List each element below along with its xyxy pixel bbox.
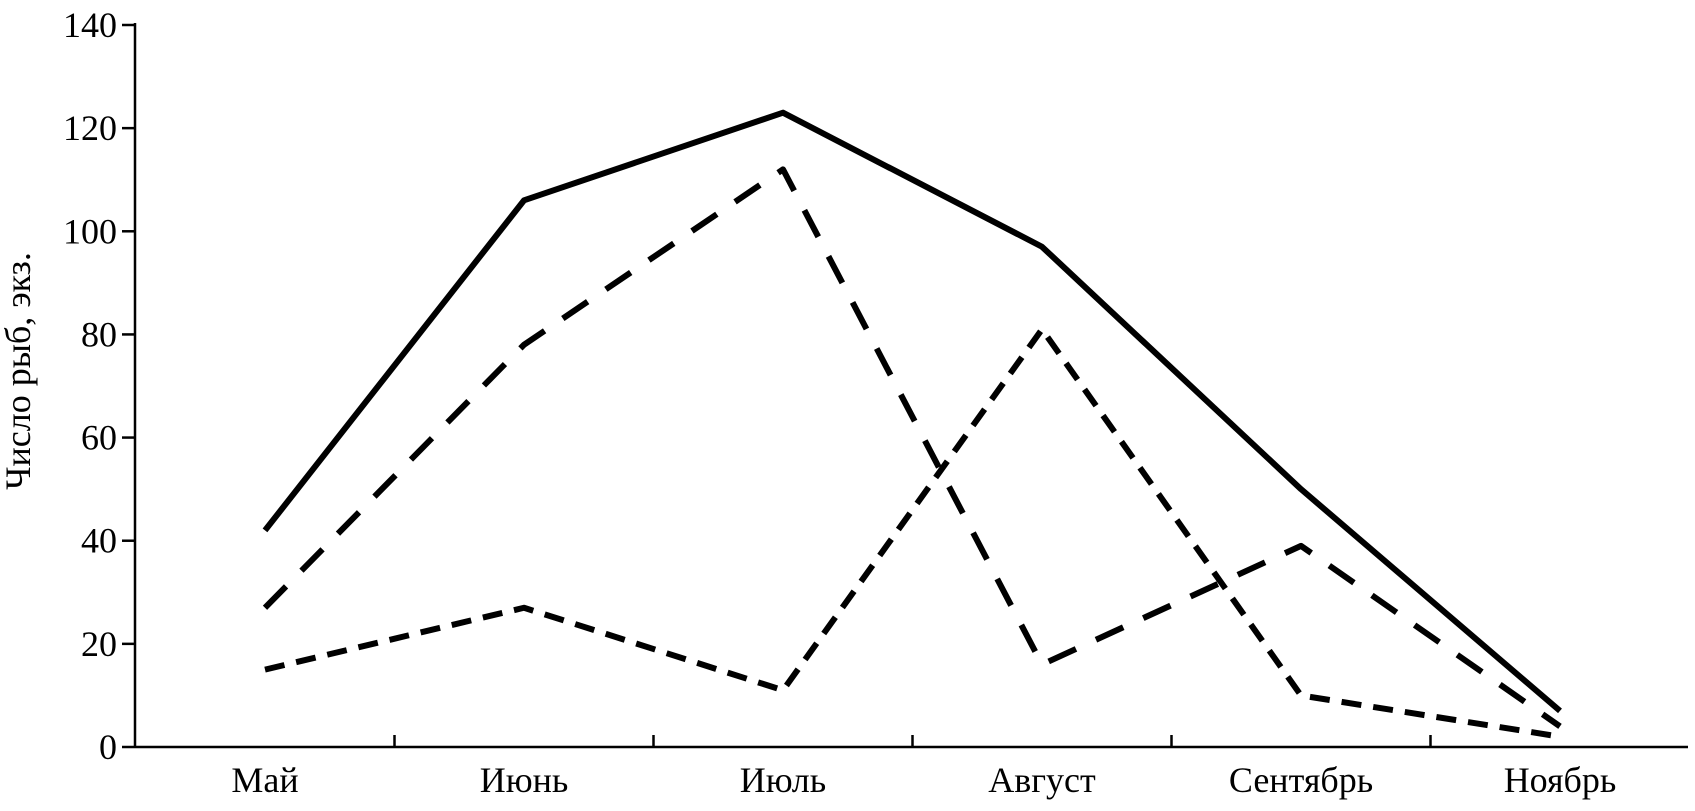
series-layer [262, 109, 1562, 740]
x-tick-label: Ноябрь [1504, 760, 1617, 800]
x-tick-label: Июль [740, 760, 826, 800]
x-tick-label: Июнь [480, 760, 569, 800]
y-tick-label: 20 [81, 624, 117, 664]
y-axis-title: Число рыб, экз. [0, 252, 38, 490]
y-tick-label: 0 [99, 727, 117, 767]
y-tick-label: 140 [63, 5, 117, 45]
y-tick-label: 60 [81, 418, 117, 458]
y-tick-label: 100 [63, 211, 117, 251]
series-line-2 [262, 166, 1562, 729]
y-tick-label: 80 [81, 314, 117, 354]
series-line-1 [262, 109, 1562, 714]
y-tick-label: 40 [81, 521, 117, 561]
y-tick-label: 120 [63, 108, 117, 148]
series-line-3 [264, 326, 1561, 740]
x-tick-label: Август [988, 760, 1096, 800]
x-tick-label: Сентябрь [1229, 760, 1373, 800]
ticks: 0 20 40 60 80 100 120 140 Май Июнь Июль Август Сентя… [63, 5, 1616, 800]
axes [133, 23, 1688, 749]
x-tick-label: Май [231, 760, 298, 800]
